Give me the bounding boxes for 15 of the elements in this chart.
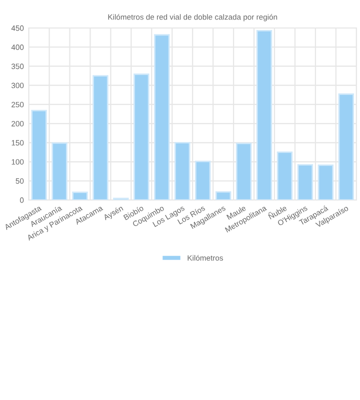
bar <box>215 191 232 200</box>
bar <box>154 34 170 200</box>
bar <box>174 142 190 200</box>
bar <box>134 74 150 200</box>
bar <box>236 142 252 200</box>
bar <box>52 142 68 200</box>
bar <box>92 75 108 200</box>
bar <box>72 192 88 200</box>
bar <box>31 110 47 200</box>
bar <box>256 30 272 200</box>
bar <box>297 164 314 200</box>
bar <box>194 160 211 200</box>
bar <box>318 164 334 200</box>
bar <box>276 152 293 200</box>
bar <box>338 93 354 200</box>
